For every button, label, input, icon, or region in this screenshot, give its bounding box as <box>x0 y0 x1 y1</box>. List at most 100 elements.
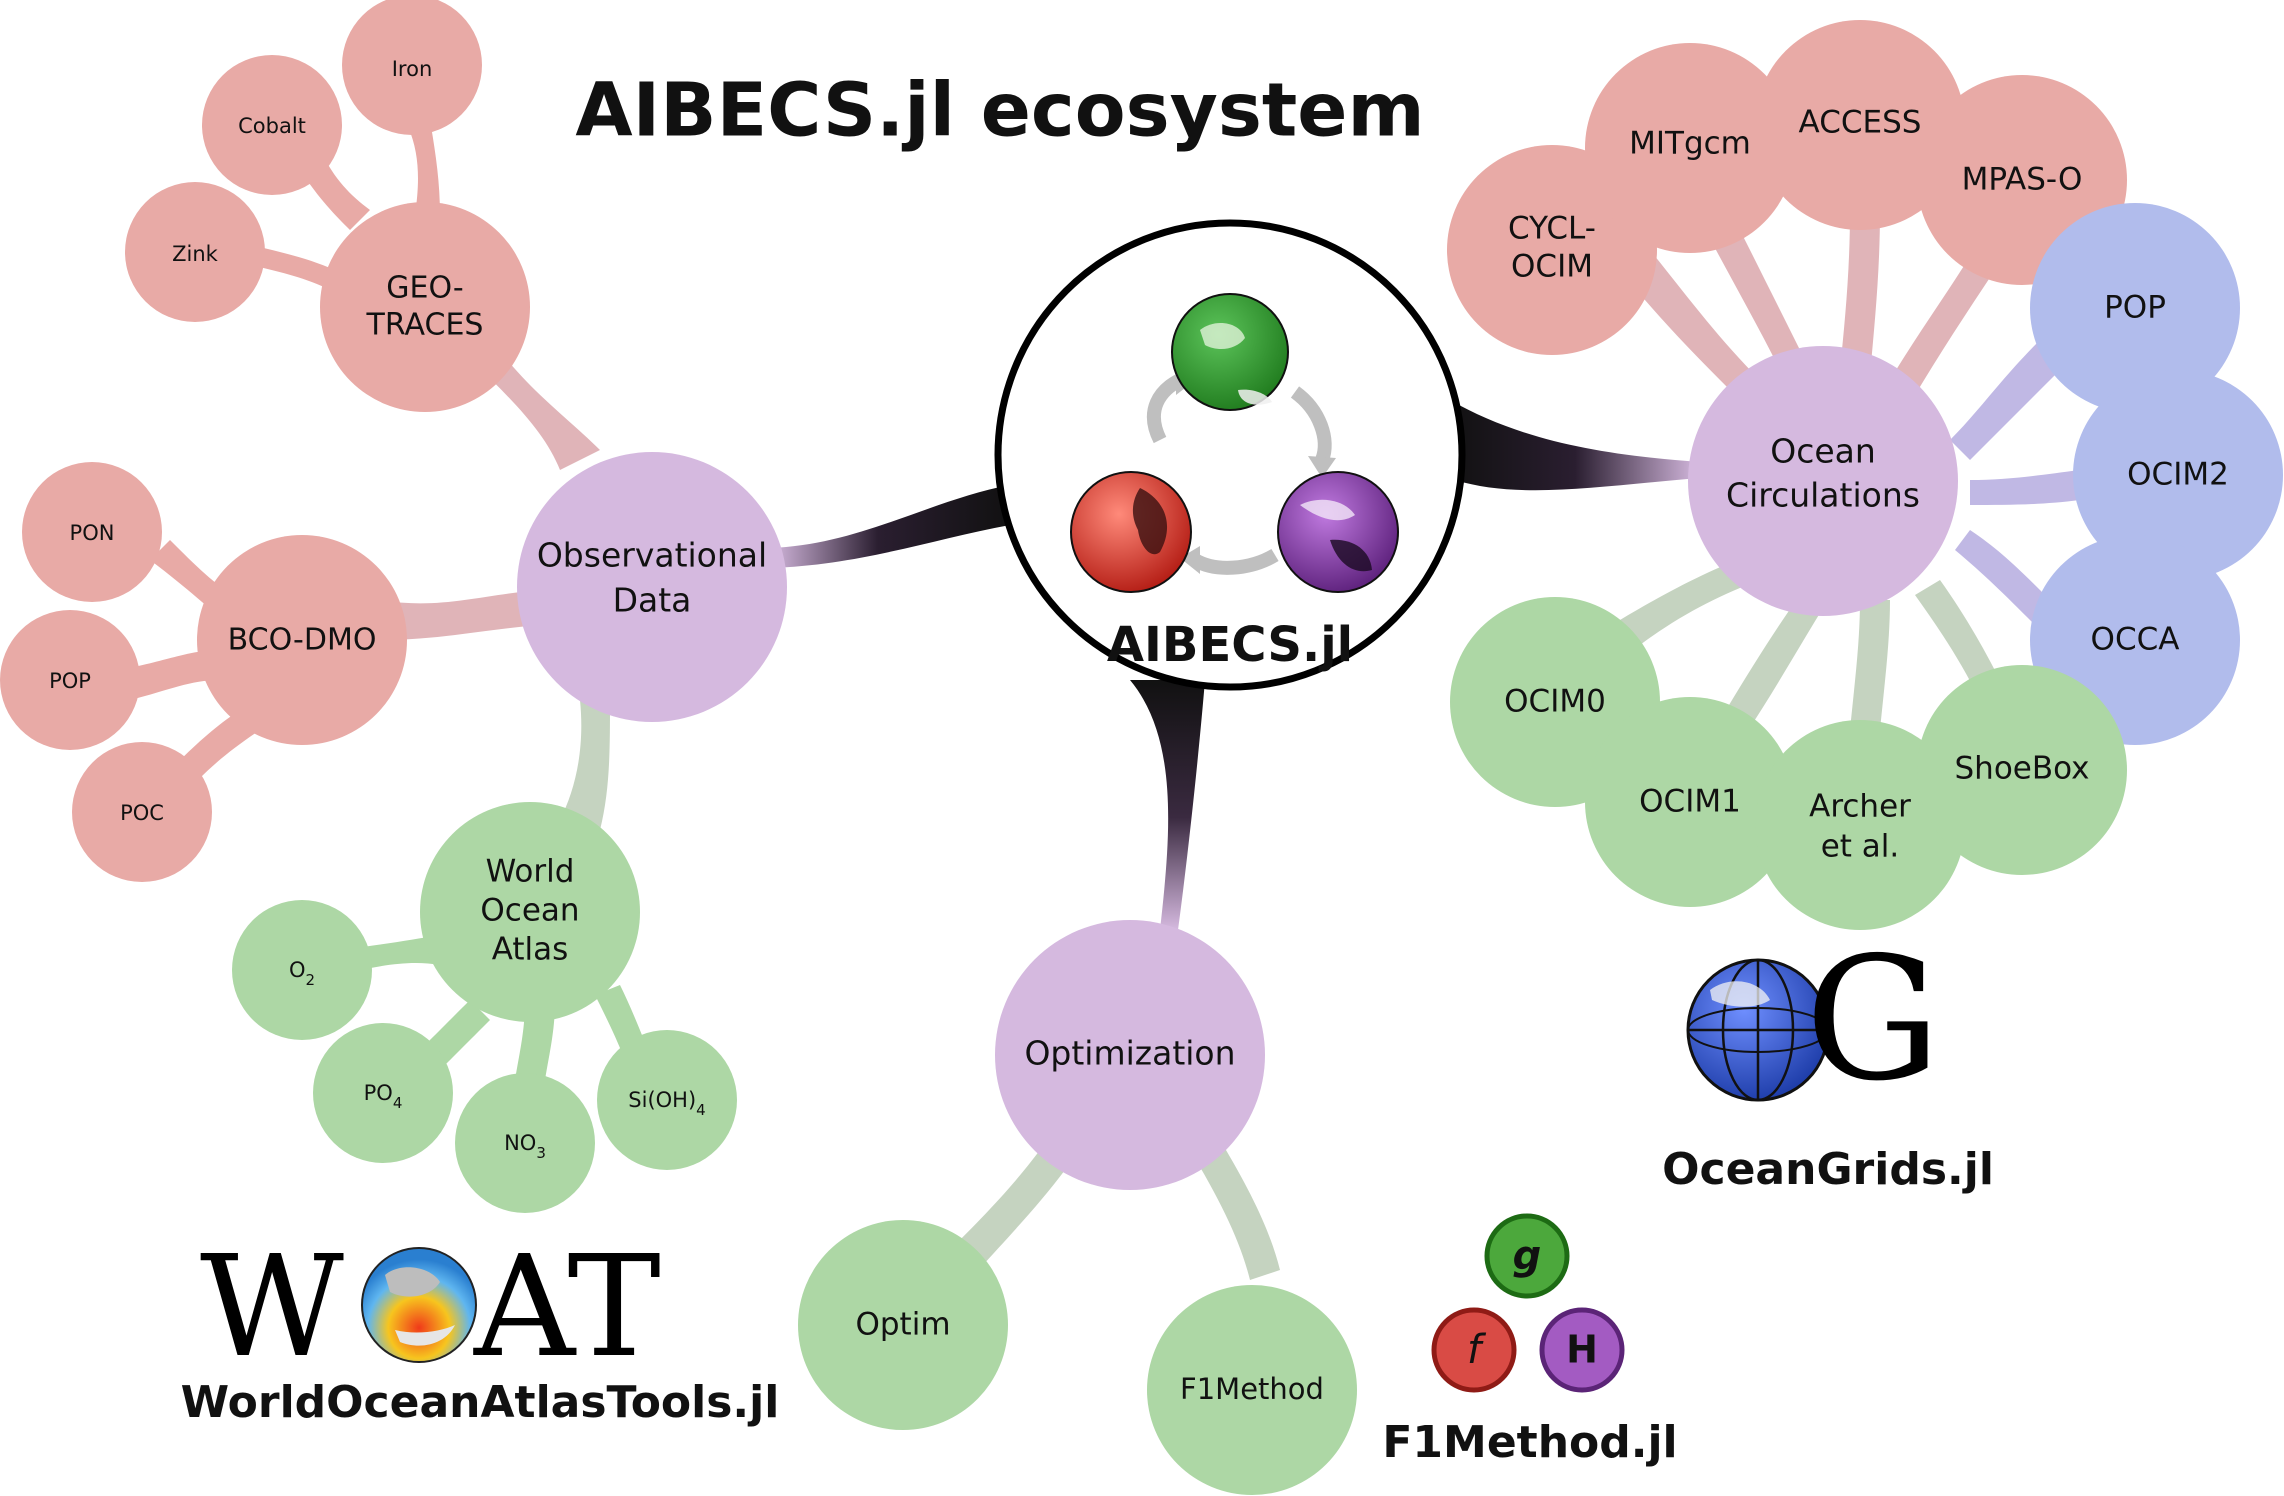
label-iron: Iron <box>392 57 433 81</box>
label-pon: PON <box>70 521 115 545</box>
cycle-arrow-left <box>1147 373 1184 444</box>
node-world-ocean-atlas[interactable] <box>420 802 640 1022</box>
label-ocim2: OCIM2 <box>2127 457 2229 493</box>
label-bcodmo: BCO-DMO <box>228 623 377 658</box>
label-access: ACCESS <box>1799 105 1922 141</box>
label-woa-2: Ocean <box>480 893 579 929</box>
connector-obs-bcodmo <box>380 590 540 640</box>
label-optimization: Optimization <box>1024 1034 1235 1073</box>
node-sioh4[interactable] <box>597 1030 737 1170</box>
node-optim[interactable] <box>798 1220 1008 1430</box>
h-ball-icon: H <box>1539 1307 1625 1393</box>
svg-text:g: g <box>1513 1233 1542 1279</box>
node-ocim2[interactable] <box>2073 370 2283 580</box>
woat-logo: W AT WorldOceanAtlasTools.jl <box>181 1226 780 1428</box>
connector-circ-ocim2 <box>1970 470 2080 505</box>
label-circ-1: Ocean <box>1770 432 1876 471</box>
woat-caption: WorldOceanAtlasTools.jl <box>181 1377 780 1428</box>
svg-text:H: H <box>1566 1328 1598 1372</box>
grid-globe-icon <box>1686 958 1830 1102</box>
node-ocim1[interactable] <box>1585 697 1795 907</box>
node-po4[interactable] <box>313 1023 453 1163</box>
oceangrids-letter-g: G <box>1805 921 1941 1119</box>
connector-hub-circulations <box>1450 400 1700 491</box>
g-ball-icon: g <box>1484 1213 1570 1299</box>
label-pop: POP <box>2104 290 2166 326</box>
optimization-branch: Optimization Optim F1Method <box>798 920 1357 1495</box>
label-cycl-1: CYCL- <box>1508 211 1596 247</box>
node-zink[interactable] <box>125 182 265 322</box>
f-ball-icon: f <box>1431 1307 1517 1393</box>
cycle-arrowhead-bottom <box>1180 546 1200 574</box>
node-shoebox[interactable] <box>1917 665 2127 875</box>
node-pop-obs[interactable] <box>0 610 140 750</box>
label-mpas-o: MPAS-O <box>1962 162 2083 198</box>
label-ocim1: OCIM1 <box>1639 784 1741 820</box>
label-cycl-2: OCIM <box>1511 249 1593 285</box>
connector-opt-f1method <box>1190 1140 1280 1280</box>
node-cobalt[interactable] <box>202 55 342 195</box>
node-no3[interactable] <box>455 1073 595 1213</box>
oceangrids-logo: G OceanGrids.jl <box>1662 921 1994 1195</box>
label-observational-1: Observational <box>537 536 767 575</box>
label-no3: NO3 <box>504 1131 546 1162</box>
woat-letters-at: AT <box>473 1226 661 1389</box>
label-circ-2: Circulations <box>1726 476 1920 515</box>
node-iron[interactable] <box>342 0 482 135</box>
node-optimization[interactable] <box>995 920 1265 1190</box>
woat-letter-w: W <box>200 1226 344 1389</box>
hub-label: AIBECS.jl <box>1107 617 1353 673</box>
connector-circ-ocim0 <box>1620 555 1760 645</box>
label-observational-2: Data <box>613 581 692 620</box>
label-cobalt: Cobalt <box>238 114 306 138</box>
label-poc: POC <box>120 801 164 825</box>
node-observational-data[interactable] <box>517 452 787 722</box>
connector-circ-cycl <box>1620 250 1760 400</box>
node-archer[interactable] <box>1755 720 1965 930</box>
label-mitgcm: MITgcm <box>1629 126 1751 162</box>
connector-circ-pop <box>1950 340 2060 460</box>
node-access[interactable] <box>1755 20 1965 230</box>
label-f1method: F1Method <box>1180 1372 1324 1406</box>
label-o2: O2 <box>289 958 315 989</box>
label-sioh4: Si(OH)4 <box>628 1088 705 1119</box>
node-o2[interactable] <box>232 900 372 1040</box>
label-ocim0: OCIM0 <box>1504 684 1606 720</box>
node-mitgcm[interactable] <box>1585 43 1795 253</box>
purple-globe-icon <box>1277 471 1399 593</box>
node-poc[interactable] <box>72 742 212 882</box>
cycle-arrowhead-right <box>1308 456 1336 478</box>
connector-circ-shoebox <box>1915 580 2005 700</box>
red-globe-icon <box>1070 471 1192 593</box>
label-pop-obs: POP <box>49 669 91 693</box>
label-optim: Optim <box>855 1307 950 1343</box>
node-bcodmo[interactable] <box>197 535 407 745</box>
node-pop[interactable] <box>2030 203 2240 413</box>
page-title: AIBECS.jl ecosystem <box>575 68 1424 154</box>
connector-hub-observational <box>770 485 1010 568</box>
connector-geo-iron <box>405 120 440 215</box>
node-pon[interactable] <box>22 462 162 602</box>
hub[interactable]: AIBECS.jl <box>994 219 1466 691</box>
cycle-arrow-bottom <box>1191 548 1279 575</box>
node-f1method[interactable] <box>1147 1285 1357 1495</box>
label-po4: PO4 <box>364 1081 403 1112</box>
connector-circ-mpas <box>1890 240 2005 395</box>
label-occa: OCCA <box>2091 622 2180 658</box>
label-geotraces-1: GEO- <box>386 271 463 306</box>
connector-circ-archer <box>1850 600 1890 730</box>
node-ocean-circulations[interactable] <box>1688 346 1958 616</box>
connector-circ-ocim1 <box>1720 595 1825 735</box>
cycle-arrow-right <box>1290 386 1332 463</box>
circulations-branch: CYCL- OCIM MITgcm ACCESS MPAS-O POP OCIM… <box>1447 20 2283 930</box>
label-woa-3: Atlas <box>492 932 569 968</box>
node-geotraces[interactable] <box>320 202 530 412</box>
oceangrids-caption: OceanGrids.jl <box>1662 1144 1994 1195</box>
connector-circ-access <box>1840 210 1880 375</box>
label-zink: Zink <box>172 242 219 266</box>
f1method-logo: g f H F1Method.jl <box>1382 1213 1678 1468</box>
label-archer-2: et al. <box>1821 829 1900 865</box>
label-archer-1: Archer <box>1809 789 1911 825</box>
